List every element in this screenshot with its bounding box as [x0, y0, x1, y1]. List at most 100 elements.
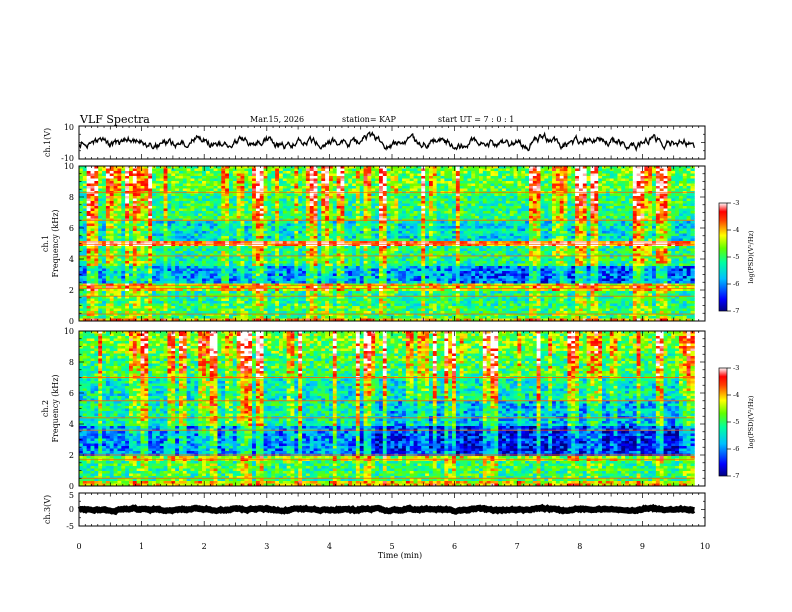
spectrogram-cell — [159, 276, 165, 279]
spectrogram-cell — [275, 253, 280, 257]
spectrogram-cell — [375, 318, 380, 321]
spectrogram-cell — [248, 203, 253, 207]
spectrogram-cell — [313, 253, 318, 257]
spectrogram-cell — [213, 186, 218, 189]
spectrogram-cell — [359, 248, 365, 252]
spectrogram-cell — [159, 208, 165, 212]
spectrogram-cell — [371, 246, 376, 249]
spectrogram-cell — [163, 213, 168, 217]
spectrogram-cell — [317, 306, 322, 309]
spectrogram-cell — [225, 223, 230, 227]
spectrogram-cell — [148, 311, 153, 314]
spectrogram-cell — [190, 223, 195, 227]
spectrogram-cell — [252, 268, 257, 272]
spectrogram-cell — [278, 213, 284, 217]
spectrogram-cell — [171, 256, 176, 259]
spectrogram-cell — [248, 243, 253, 247]
spectrogram-cell — [278, 173, 284, 177]
spectrogram-cell — [159, 308, 165, 312]
spectrogram-cell — [267, 186, 272, 189]
spectrogram-cell — [255, 263, 261, 267]
spectrogram-cell — [352, 256, 357, 259]
spectrogram-cell — [252, 241, 257, 244]
spectrogram-cell — [286, 306, 291, 309]
spectrogram-cell — [290, 246, 295, 249]
spectrogram-cell — [352, 243, 357, 247]
spectrogram-cell — [232, 168, 238, 172]
spectrogram-cell — [190, 198, 195, 202]
spectrogram-cell — [275, 273, 280, 277]
spectrogram-cell — [340, 236, 345, 239]
spectrogram-cell — [144, 173, 149, 177]
spectrogram-cell — [155, 261, 161, 264]
spectrogram-cell — [255, 313, 261, 317]
spectrogram-cell — [367, 231, 372, 234]
spectrogram-cell — [352, 268, 357, 272]
spectrogram-cell — [217, 171, 222, 174]
spectrogram-cell — [113, 266, 118, 269]
spectrogram-cell — [136, 308, 141, 312]
spectrogram-cell — [267, 301, 272, 304]
spectrogram-cell — [105, 196, 111, 199]
spectrogram-cell — [340, 311, 345, 314]
spectrogram-cell — [282, 216, 288, 219]
spectrogram-cell — [340, 176, 345, 179]
spectrogram-cell — [148, 221, 153, 224]
spectrogram-cell — [271, 166, 276, 169]
spectrogram-cell — [305, 258, 311, 262]
spectrogram-cell — [167, 243, 172, 247]
spectrogram-cell — [309, 216, 315, 219]
spectrogram-cell — [132, 268, 138, 272]
spectrogram-cell — [286, 203, 291, 207]
spectrogram-cell — [179, 241, 184, 244]
spectrogram-cell — [117, 238, 122, 242]
spectrogram-cell — [175, 318, 180, 321]
spectrogram-cell — [163, 231, 168, 234]
spectrogram-cell — [121, 303, 126, 307]
spectrogram-cell — [132, 298, 138, 302]
spectrogram-cell — [167, 286, 172, 289]
spectrogram-cell — [332, 213, 338, 217]
spectrogram-cell — [190, 213, 195, 217]
spectrogram-cell — [309, 233, 315, 237]
spectrogram-cell — [102, 196, 107, 199]
spectrogram-cell — [352, 261, 357, 264]
spectrogram-cell — [302, 251, 307, 254]
spectrogram-cell — [105, 261, 111, 264]
spectrogram-cell — [294, 261, 299, 264]
spectrogram-cell — [321, 276, 326, 279]
spectrogram-cell — [155, 313, 161, 317]
spectrogram-cell — [171, 188, 176, 192]
spectrogram-cell — [228, 236, 234, 239]
spectrogram-cell — [175, 188, 180, 192]
spectrogram-cell — [109, 246, 115, 249]
spectrogram-cell — [190, 208, 195, 212]
spectrogram-cell — [182, 193, 188, 197]
spectrogram-cell — [348, 201, 353, 204]
spectrogram-cell — [213, 213, 218, 217]
spectrogram-cell — [221, 228, 226, 232]
spectrogram-cell — [86, 301, 91, 304]
spectrogram-cell — [282, 206, 288, 209]
spectrogram-cell — [267, 168, 272, 172]
spectrogram-cell — [259, 188, 265, 192]
spectrogram-cell — [302, 183, 307, 187]
spectrogram-cell — [182, 201, 188, 204]
spectrogram-cell — [190, 173, 195, 177]
spectrogram-cell — [236, 241, 241, 244]
spectrogram-cell — [79, 291, 84, 294]
spectrogram-cell — [171, 286, 176, 289]
spectrogram-cell — [171, 246, 176, 249]
spectrogram-cell — [113, 246, 118, 249]
spectrogram-cell — [336, 188, 341, 192]
spectrogram-cell — [144, 248, 149, 252]
spectrogram-cell — [217, 266, 222, 269]
spectrogram-cell — [321, 211, 326, 214]
spectrogram-cell — [163, 298, 168, 302]
spectrogram-cell — [317, 228, 322, 232]
spectrogram-cell — [121, 211, 126, 214]
spectrogram-cell — [332, 318, 338, 321]
spectrogram-cell — [125, 226, 130, 229]
spectrogram-cell — [259, 178, 265, 182]
spectrogram-cell — [294, 183, 299, 187]
